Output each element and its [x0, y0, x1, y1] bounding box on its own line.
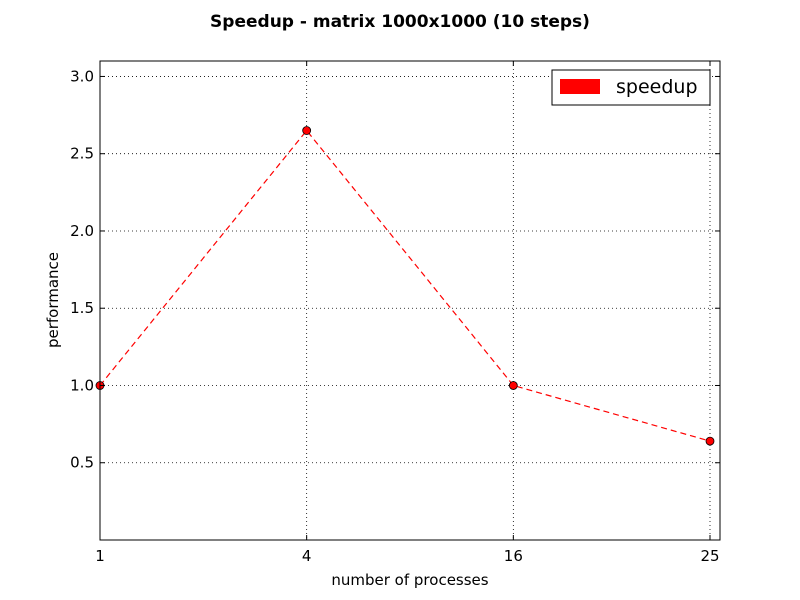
data-point-speedup: [705, 436, 715, 446]
axis-ticks: 1 4 16 25 0.5 1.0 1.5 2.0 2.5 3.0: [70, 61, 720, 565]
data-series: [95, 126, 715, 446]
legend-swatch-speedup: [560, 79, 600, 94]
legend-label-speedup: speedup: [616, 76, 698, 98]
grid-lines: [100, 61, 720, 540]
x-tick-label: 4: [302, 547, 312, 565]
chart-title: Speedup - matrix 1000x1000 (10 steps): [210, 12, 590, 32]
data-point-speedup: [508, 381, 518, 390]
y-tick-label: 1.0: [70, 376, 94, 394]
x-axis-label: number of processes: [331, 571, 488, 589]
y-axis-label: performance: [44, 252, 62, 348]
x-tick-label: 16: [504, 547, 523, 565]
plot-area-frame: [99, 60, 721, 541]
y-tick-label: 0.5: [70, 454, 94, 472]
series-line-speedup: [99, 129, 711, 442]
y-tick-label: 1.5: [70, 299, 94, 317]
y-tick-label: 2.5: [70, 145, 94, 163]
x-tick-label: 1: [95, 547, 105, 565]
x-tick-label: 25: [700, 547, 719, 565]
y-tick-label: 3.0: [70, 67, 94, 85]
data-point-speedup: [302, 126, 312, 135]
y-tick-label: 2.0: [70, 222, 94, 240]
legend: speedup: [551, 69, 711, 106]
